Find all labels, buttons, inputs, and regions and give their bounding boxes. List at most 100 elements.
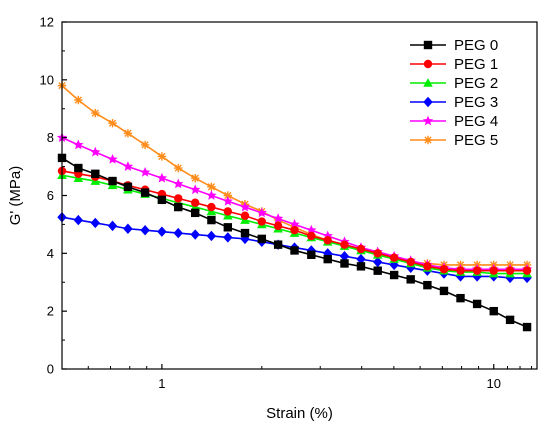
data-point [340,259,349,268]
data-point [174,194,183,203]
data-point [174,163,183,173]
data-point [223,207,233,216]
data-point [423,262,432,271]
data-point [422,115,434,126]
y-tick-label: 2 [47,304,54,319]
legend-item-peg-4: PEG 4 [410,113,498,130]
data-point [389,270,399,280]
data-point [356,262,366,271]
data-point [373,266,382,275]
data-point [373,256,383,268]
y-tick-label: 12 [40,15,54,30]
legend-item-peg-5: PEG 5 [410,132,498,149]
data-point [90,217,101,229]
data-point [190,184,201,195]
data-point [472,299,482,309]
data-point [340,240,349,249]
data-point [289,219,300,229]
data-point [139,166,151,177]
legend: PEG 0 PEG 1 PEG 2 PEG 3 PEG 4 PEG 5 [410,37,498,149]
data-point [239,201,251,212]
data-point [108,119,117,128]
data-point [191,208,200,218]
data-point [207,182,216,192]
data-point [223,191,233,200]
legend-item-peg-0: PEG 0 [410,37,498,54]
data-point [90,146,101,157]
data-point [423,59,433,69]
legend-label: PEG 2 [454,75,498,92]
data-point [122,161,134,171]
axes: 0 2 4 6 8 10 12 1 10 [40,15,533,391]
data-point [489,306,498,316]
y-tick-label: 8 [47,130,54,145]
data-point [273,221,283,231]
y-axis-title: G' (MPa) [7,166,24,226]
data-point [207,202,216,212]
data-point [74,95,83,105]
data-point [290,246,299,255]
data-point [290,226,299,235]
y-tick-label: 4 [47,246,54,261]
data-point [257,217,266,226]
legend-label: PEG 1 [454,56,498,73]
data-point [389,253,399,262]
legend-item-peg-2: PEG 2 [410,75,498,92]
y-tick-label: 6 [47,188,54,203]
data-point [174,202,183,212]
data-point [423,40,433,50]
data-point [256,207,267,218]
data-point [91,169,100,179]
data-point [123,223,133,234]
data-point [489,266,498,275]
data-point [323,236,332,245]
data-point [307,231,316,241]
data-point [306,224,317,235]
data-point [505,266,515,275]
data-point [373,249,382,258]
data-point [323,254,332,264]
data-point [423,96,433,108]
data-point [108,176,117,186]
data-point [240,211,250,220]
data-point [157,226,167,237]
data-point [173,178,184,189]
data-point [439,286,449,296]
data-point [472,266,482,275]
data-point [157,152,167,161]
data-point [207,215,216,225]
data-point [107,153,118,164]
data-point [73,214,84,226]
data-point [339,251,350,262]
legend-item-peg-1: PEG 1 [410,56,498,73]
data-point [140,140,150,150]
data-point [456,266,465,275]
data-point [423,280,432,290]
data-point [91,108,100,118]
data-point [123,182,133,192]
legend-item-peg-3: PEG 3 [410,94,498,111]
legend-label: PEG 5 [454,132,498,149]
data-point [223,223,233,232]
data-point [74,163,83,173]
data-point [123,129,133,138]
legend-label: PEG 0 [454,37,498,54]
data-point [240,228,250,238]
legend-label: PEG 3 [454,94,498,111]
data-point [439,265,449,274]
data-point [406,275,415,284]
data-point [156,172,168,183]
y-tick-label: 0 [47,362,54,377]
y-tick-label: 10 [40,72,54,87]
data-point [522,322,532,332]
data-point [223,232,233,243]
data-point [273,240,283,249]
data-point [272,213,284,223]
x-axis-title: Strain (%) [266,405,333,422]
data-point [140,188,150,197]
data-point [356,244,366,254]
data-point [257,234,266,244]
data-point [206,230,217,242]
data-point [190,229,200,240]
